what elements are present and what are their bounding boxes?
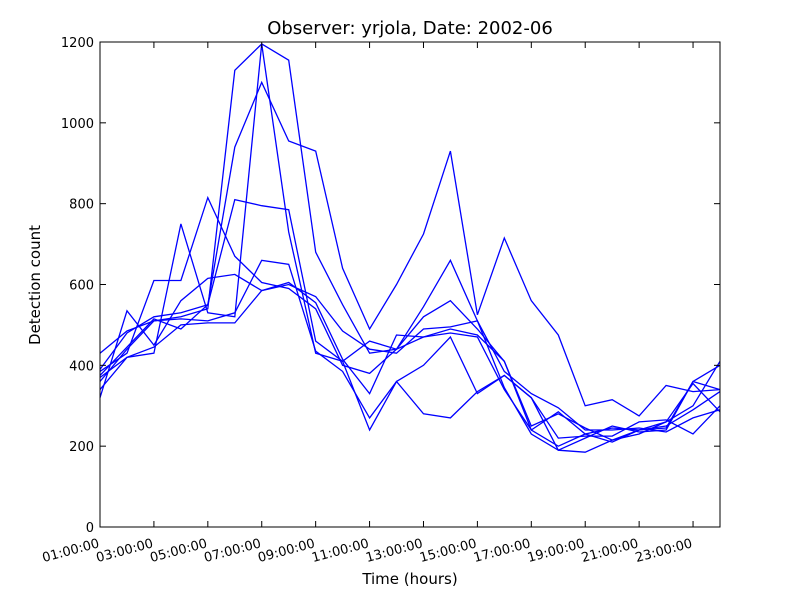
series-layer: [99, 43, 721, 453]
x-tick-label: 07:00:00: [202, 536, 262, 566]
series-line-1: [99, 43, 721, 435]
series-line-5: [99, 198, 721, 453]
y-tick-label: 200: [69, 440, 94, 455]
x-tick-label: 03:00:00: [95, 536, 155, 566]
y-tick-label: 0: [86, 521, 94, 536]
series-line-4: [99, 195, 721, 451]
x-tick-label: 17:00:00: [472, 536, 532, 566]
series-line-6: [99, 273, 721, 441]
x-tick-label: 13:00:00: [364, 536, 424, 566]
x-tick-label: 23:00:00: [634, 536, 694, 566]
x-tick-label: 01:00:00: [41, 536, 101, 566]
x-tick-label: 21:00:00: [580, 536, 640, 566]
plot-frame: [99, 41, 721, 528]
y-tick-label: 1200: [61, 36, 94, 51]
y-tick-label: 800: [69, 198, 94, 213]
x-axis-label: Time (hours): [361, 570, 457, 588]
series-line-2: [99, 43, 721, 447]
tick-layer: 0 200 400 600 800 1000 1200 01:00:0003:00:0005:…: [41, 36, 720, 566]
y-tick-label: 600: [69, 279, 94, 294]
series-line-7: [99, 259, 721, 439]
series-line-8: [99, 283, 721, 433]
chart-title: Observer: yrjola, Date: 2002-06: [267, 18, 553, 39]
series-line-3: [99, 80, 721, 417]
x-tick-label: 09:00:00: [256, 536, 316, 566]
x-tick-label: 11:00:00: [310, 536, 370, 566]
x-tick-label: 15:00:00: [418, 536, 478, 566]
y-tick-label: 400: [69, 359, 94, 374]
x-tick-label: 19:00:00: [526, 536, 586, 566]
y-axis-label: Detection count: [26, 225, 44, 345]
x-tick-label: 05:00:00: [149, 536, 209, 566]
y-tick-label: 1000: [61, 117, 94, 132]
